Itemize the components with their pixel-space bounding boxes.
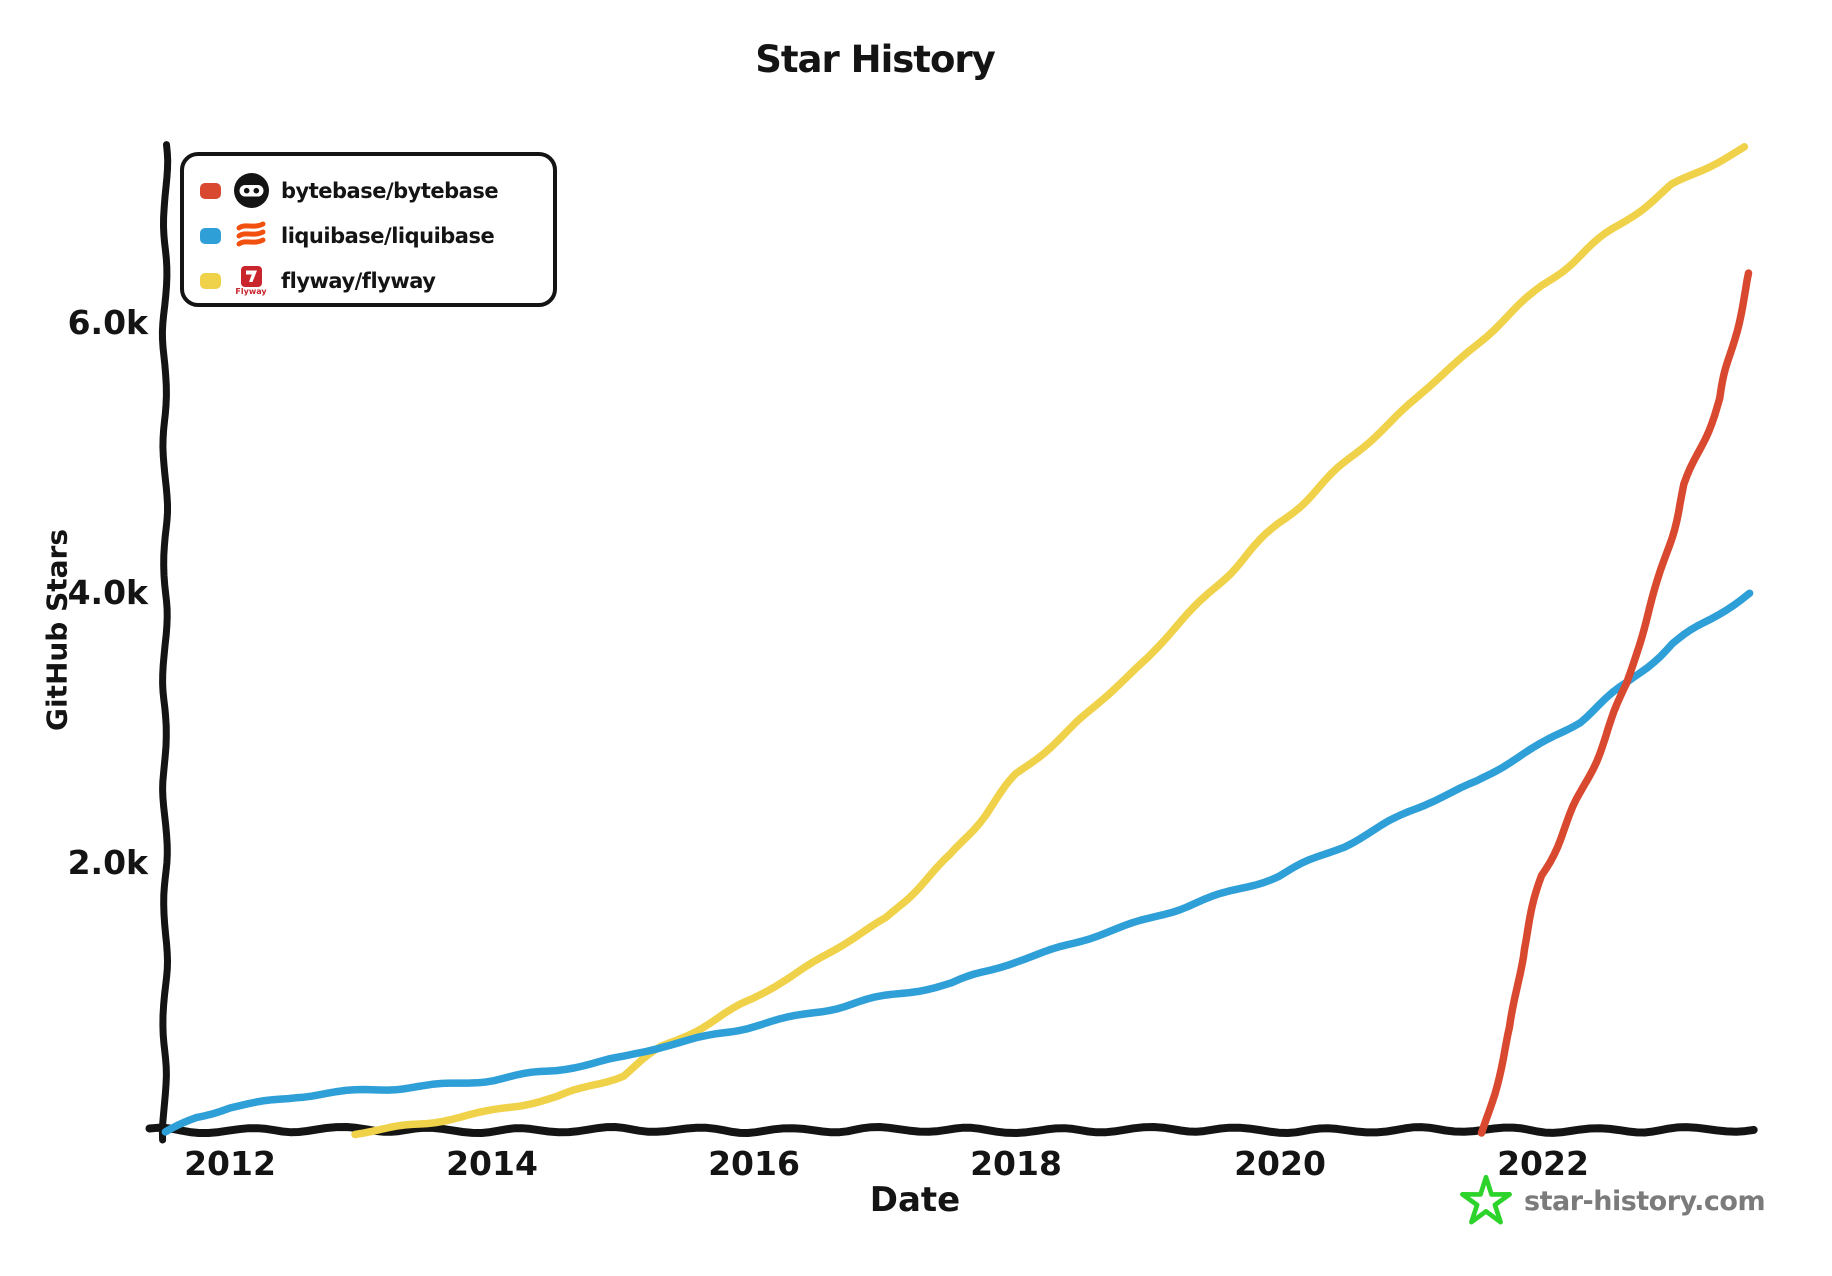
x-tick-2012: 2012 xyxy=(184,1144,276,1183)
legend-item-flyway: Flyway flyway/flyway xyxy=(200,258,539,303)
x-tick-2014: 2014 xyxy=(446,1144,538,1183)
y-axis-title: GitHub Stars xyxy=(40,528,74,732)
legend-label-liquibase: liquibase/liquibase xyxy=(281,223,495,248)
y-tick-4k: 4.0k xyxy=(67,573,148,612)
x-tick-2016: 2016 xyxy=(708,1144,800,1183)
legend-item-bytebase: bytebase/bytebase xyxy=(200,168,539,213)
y-tick-6k: 6.0k xyxy=(67,303,148,342)
flyway-logo-icon: Flyway xyxy=(231,265,271,296)
bytebase-logo-icon xyxy=(231,172,271,209)
liquibase-logo-icon xyxy=(231,220,271,251)
star-icon xyxy=(1460,1174,1512,1225)
x-tick-2018: 2018 xyxy=(970,1144,1062,1183)
y-axis-line xyxy=(158,141,172,1144)
x-tick-2022: 2022 xyxy=(1497,1144,1589,1183)
flyway-logo-text: Flyway xyxy=(235,286,267,296)
brand-footer: star-history.com xyxy=(1458,1172,1766,1230)
legend-swatch-bytebase xyxy=(200,182,221,199)
legend-swatch-flyway xyxy=(200,272,221,289)
series-line-liquibase xyxy=(161,589,1754,1136)
series-line-bytebase xyxy=(1477,269,1753,1137)
x-tick-2020: 2020 xyxy=(1234,1144,1326,1183)
y-tick-2k: 2.0k xyxy=(67,843,148,882)
page-title: Star History xyxy=(755,38,996,81)
x-axis-title: Date xyxy=(869,1180,961,1220)
legend-box: bytebase/bytebase liquibase/liquibase xyxy=(180,152,557,307)
series-line-flyway xyxy=(351,143,1749,1139)
legend-label-bytebase: bytebase/bytebase xyxy=(281,178,499,203)
legend-swatch-liquibase xyxy=(200,227,221,244)
legend-item-liquibase: liquibase/liquibase xyxy=(200,213,539,258)
brand-text: star-history.com xyxy=(1524,1185,1766,1217)
legend-label-flyway: flyway/flyway xyxy=(281,268,436,293)
